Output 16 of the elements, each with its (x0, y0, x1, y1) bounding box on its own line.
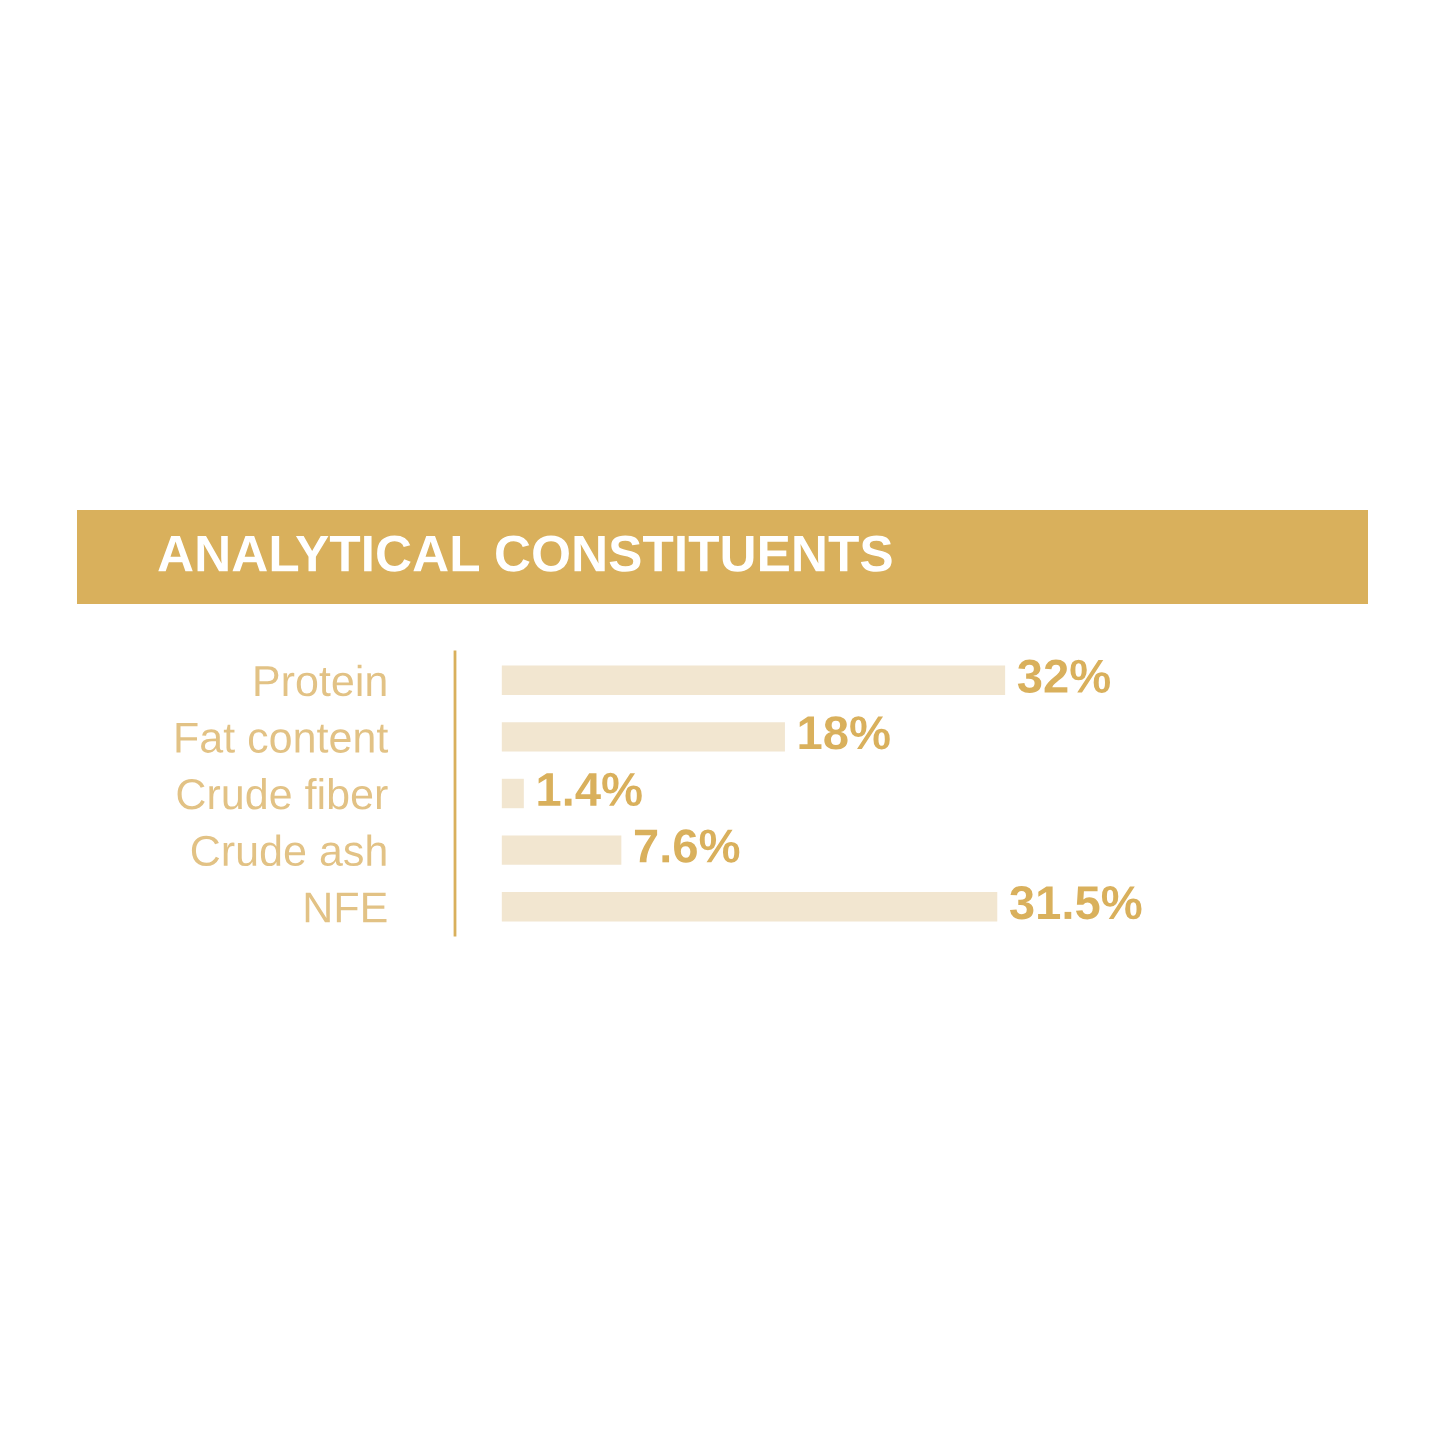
data-label: 18% (799, 716, 890, 750)
bar (501, 722, 785, 752)
data-label: 31.5% (1009, 885, 1142, 920)
chart-title: ANALYTICAL CONSTITUENTS (158, 535, 892, 572)
data-label: 7.6% (634, 829, 740, 863)
data-label: 32% (1017, 659, 1110, 694)
y-tick-label: Crude fiber (177, 777, 388, 810)
y-tick-label: Protein (255, 664, 386, 697)
y-tick-label: Crude ash (191, 834, 386, 867)
data-label: 1.4% (538, 772, 642, 807)
y-tick-label: NFE (305, 892, 387, 923)
bar (501, 891, 998, 922)
y-tick-label: Fat content (176, 722, 389, 753)
bar (501, 835, 622, 865)
bar (501, 665, 1006, 696)
bar (501, 778, 524, 809)
